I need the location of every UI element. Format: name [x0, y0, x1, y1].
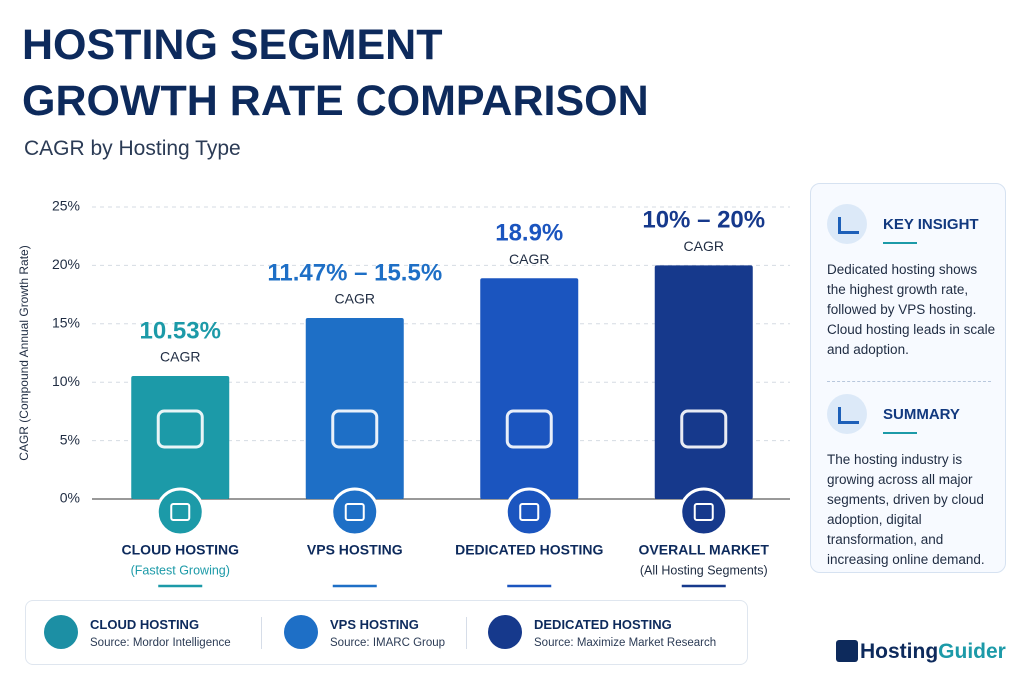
icon: [44, 615, 78, 649]
side-panel: KEY INSIGHT Dedicated hosting shows the …: [810, 183, 1006, 573]
category-icon: [504, 487, 554, 537]
icon: [827, 394, 867, 434]
value-label: 18.9%: [495, 220, 563, 247]
section-text: Dedicated hosting shows the highest grow…: [827, 262, 996, 357]
section-title: KEY INSIGHT: [883, 216, 979, 233]
y-tick-label: 10%: [52, 373, 80, 389]
source-name: VPS HOSTING: [330, 617, 419, 632]
bar: [654, 265, 753, 499]
section-text: The hosting industry is growing across a…: [827, 452, 985, 567]
divider: [466, 617, 467, 649]
separator: [827, 381, 991, 382]
y-tick-label: 25%: [52, 198, 80, 214]
bar: [131, 376, 230, 499]
x-tick-label: OVERALL MARKET: [639, 542, 770, 558]
title-line: HOSTING SEGMENT: [22, 21, 443, 69]
x-tick-label: VPS HOSTING: [307, 542, 403, 558]
category-icon-glyph: [170, 503, 191, 521]
logo-mark: [836, 640, 858, 662]
logo-text: Hosting: [860, 640, 939, 663]
bar: [305, 317, 404, 499]
category-note: (All Hosting Segments): [640, 563, 768, 577]
icon: [488, 615, 522, 649]
title-line: GROWTH RATE COMPARISON: [22, 77, 649, 125]
y-axis-label: CAGR (Compound Annual Growth Rate): [17, 245, 31, 460]
logo: HostingGuider: [836, 640, 1006, 664]
source-text: Source: IMARC Group: [330, 637, 446, 649]
value-label: 11.47% – 15.5%: [267, 259, 442, 286]
y-tick-label: 20%: [52, 256, 80, 272]
source-text: Source: Mordor Intelligence: [90, 637, 231, 649]
subtitle: CAGR by Hosting Type: [24, 137, 241, 160]
divider: [261, 617, 262, 649]
category-icon-glyph: [344, 503, 365, 521]
category-icon-glyph: [519, 503, 540, 521]
source-name: DEDICATED HOSTING: [534, 617, 672, 632]
underline: [883, 242, 917, 244]
category-icon: [330, 487, 380, 537]
icon: [827, 204, 867, 244]
underline: [883, 432, 917, 434]
icon: [284, 615, 318, 649]
bar: [480, 278, 579, 499]
y-tick-label: 5%: [60, 431, 80, 447]
source-name: CLOUD HOSTING: [90, 617, 200, 632]
x-tick-label: CLOUD HOSTING: [122, 542, 240, 558]
sources: CLOUD HOSTING Source: Mordor Intelligenc…: [25, 600, 748, 665]
value-sublabel: CAGR: [684, 238, 724, 254]
y-tick-label: 0%: [60, 490, 80, 506]
bar-icon: [156, 409, 204, 449]
value-label: 10% – 20%: [642, 207, 765, 234]
chart: CAGR (Compound Annual Growth Rate) 0% 5% 10…: [17, 198, 790, 588]
bar-icon: [680, 409, 728, 449]
category-icon-glyph: [693, 503, 714, 521]
value-label: 10.53%: [140, 317, 221, 344]
x-tick-label: DEDICATED HOSTING: [455, 542, 603, 558]
value-sublabel: CAGR: [335, 291, 375, 307]
source-text: Source: Maximize Market Research: [534, 637, 717, 649]
category-icon: [679, 487, 729, 537]
bar-icon: [331, 409, 379, 449]
section-title: SUMMARY: [883, 406, 960, 423]
bar-icon: [505, 409, 553, 449]
logo-text: Guider: [938, 640, 1006, 663]
value-sublabel: CAGR: [160, 349, 200, 365]
value-sublabel: CAGR: [509, 251, 549, 267]
category-note: (Fastest Growing): [131, 563, 230, 577]
y-tick-label: 15%: [52, 315, 80, 331]
category-icon: [155, 487, 205, 537]
